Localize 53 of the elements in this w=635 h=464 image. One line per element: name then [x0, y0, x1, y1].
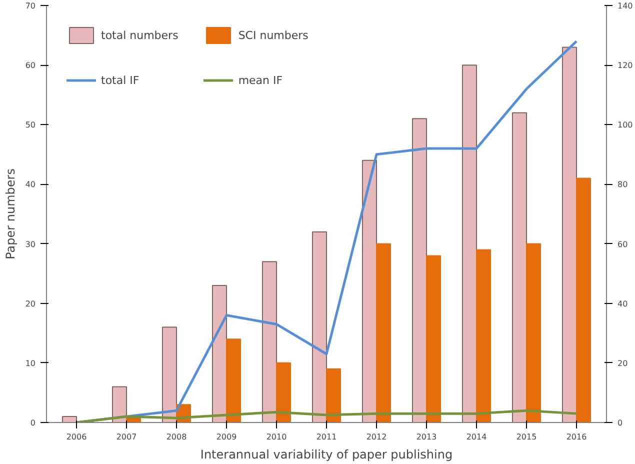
bar [412, 118, 427, 422]
bar [262, 261, 277, 422]
legend-label: mean IF [238, 74, 283, 86]
y2-tick-label: 140 [618, 2, 633, 10]
x-tick-label: 2012 [366, 432, 387, 442]
bar [562, 46, 577, 422]
x-tick-label: 2013 [416, 432, 437, 442]
y-tick-label: 20 [25, 299, 36, 308]
x-tick-label: 2016 [566, 432, 587, 442]
y-tick-label: 70 [25, 2, 36, 10]
bar [512, 112, 527, 422]
y-axis-title: Paper numbers [3, 168, 18, 260]
bar [212, 284, 227, 422]
x-axis-title: Interannual variability of paper publishing [200, 448, 453, 462]
y-tick-label: 0 [30, 418, 36, 428]
y2-tick-label: 80 [618, 180, 628, 190]
x-tick-label: 2014 [466, 432, 487, 442]
bar [312, 231, 327, 422]
bar [226, 338, 241, 422]
x-tick-label: 2009 [216, 432, 237, 442]
y2-tick-label: 0 [618, 418, 623, 428]
bar [162, 326, 177, 422]
bar [112, 386, 127, 422]
bar [576, 178, 591, 422]
line-series [75, 409, 578, 422]
y2-tick-label: 60 [618, 240, 628, 249]
bar [426, 255, 441, 422]
bar [526, 243, 541, 422]
y2-tick-label: 100 [618, 120, 633, 130]
y-tick-label: 40 [25, 180, 36, 190]
y2-tick-label: 20 [618, 358, 628, 368]
x-tick-label: 2006 [66, 432, 87, 442]
bar [376, 243, 391, 422]
y-tick-label: 10 [25, 358, 36, 368]
x-tick-label: 2011 [316, 432, 337, 442]
y-tick-label: 50 [25, 120, 36, 130]
x-tick-label: 2008 [166, 432, 187, 442]
bar [276, 362, 291, 422]
y2-tick-label: 120 [618, 61, 633, 70]
bar [62, 416, 77, 422]
x-tick-label: 2015 [516, 432, 537, 442]
bar [362, 160, 377, 422]
x-tick-label: 2007 [116, 432, 137, 442]
y2-tick-label: 40 [618, 299, 628, 308]
y-tick-label: 30 [25, 240, 36, 249]
legend-label: total IF [101, 74, 140, 86]
legend-label: SCI numbers [238, 28, 308, 42]
x-tick-label: 2010 [266, 432, 287, 442]
y-tick-label: 60 [25, 61, 36, 70]
bar [326, 368, 341, 422]
bar [462, 64, 477, 422]
bar [476, 249, 491, 422]
legend-label: total numbers [101, 28, 178, 42]
